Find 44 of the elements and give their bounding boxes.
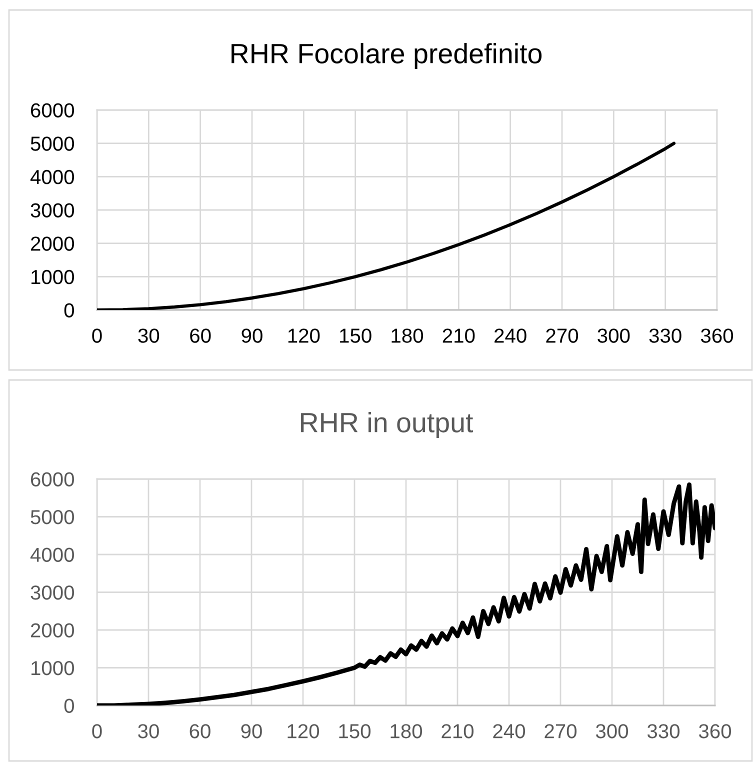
chart-title: RHR Focolare predefinito: [232, 43, 542, 69]
y-tick-label: 6000: [31, 103, 74, 118]
y-tick-label: 6000: [31, 472, 74, 486]
x-tick-label: 360: [698, 724, 732, 738]
line-series: [97, 142, 676, 310]
x-tick-label: 30: [138, 328, 160, 343]
x-tick-label: 60: [190, 328, 211, 343]
y-tick-label: 0: [64, 698, 74, 713]
x-tick-label: 210: [442, 724, 474, 738]
x-tick-label: 180: [390, 724, 422, 738]
x-tick-label: 60: [190, 724, 210, 738]
x-tick-label: 90: [241, 724, 262, 738]
chart-title: RHR in output: [301, 412, 474, 438]
x-tick-label: 300: [596, 724, 628, 738]
y-tick-label: 4000: [30, 548, 74, 562]
x-tick-label: 90: [242, 328, 262, 343]
y-tick-label: 0: [64, 303, 74, 318]
y-tick-label: 5000: [30, 510, 74, 524]
x-tick-label: 150: [340, 328, 372, 343]
x-tick-label: 330: [649, 328, 682, 343]
y-tick-label: 2000: [30, 623, 74, 638]
x-tick-label: 240: [493, 724, 526, 738]
y-tick-label: 3000: [30, 203, 74, 218]
x-tick-label: 0: [92, 724, 102, 738]
x-tick-label: 330: [647, 724, 680, 738]
y-tick-label: 1000: [32, 270, 74, 284]
x-tick-label: 300: [598, 328, 630, 343]
x-tick-label: 30: [138, 724, 159, 738]
x-tick-label: 270: [546, 328, 578, 343]
y-tick-label: 1000: [32, 660, 74, 676]
x-tick-label: 0: [92, 328, 102, 343]
x-tick-label: 180: [392, 328, 424, 343]
y-tick-label: 2000: [30, 236, 74, 251]
y-tick-label: 4000: [30, 170, 74, 184]
y-tick-label: 5000: [30, 136, 74, 151]
x-tick-label: 120: [288, 724, 320, 738]
x-tick-label: 240: [494, 328, 526, 343]
x-tick-label: 360: [700, 328, 734, 343]
y-tick-label: 3000: [30, 585, 74, 600]
x-tick-label: 150: [339, 724, 371, 738]
x-tick-label: 270: [544, 724, 577, 738]
x-tick-label: 210: [442, 328, 475, 343]
x-tick-label: 120: [288, 328, 320, 343]
line-series: [97, 482, 715, 706]
